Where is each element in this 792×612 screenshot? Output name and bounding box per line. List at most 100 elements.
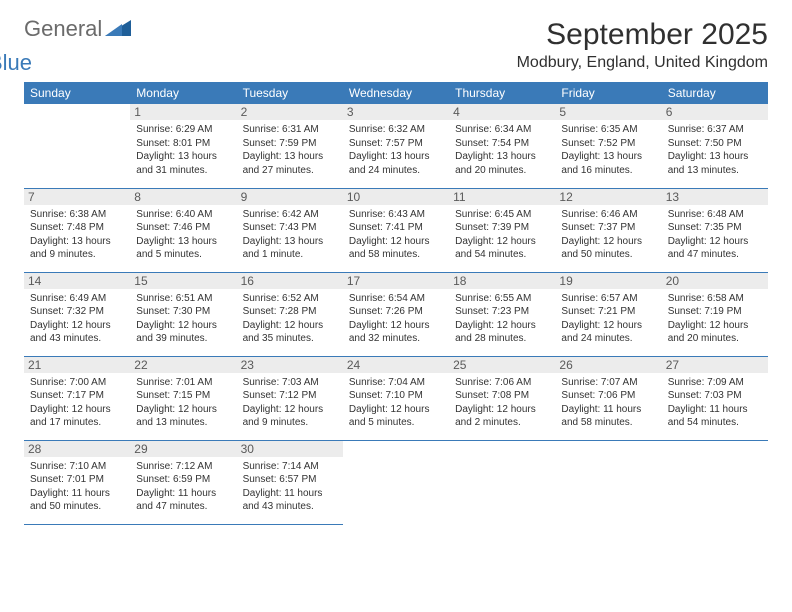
- day-number: 10: [343, 189, 449, 205]
- day-cell: 7 Sunrise: 6:38 AMSunset: 7:48 PMDaylight…: [24, 188, 130, 272]
- day-info: Sunrise: 7:03 AMSunset: 7:12 PMDaylight:…: [243, 376, 337, 430]
- sunrise-line: Sunrise: 7:00 AM: [30, 376, 124, 390]
- daylight-line: Daylight: 13 hours and 31 minutes.: [136, 150, 230, 177]
- sunrise-line: Sunrise: 6:35 AM: [561, 123, 655, 137]
- day-number: 19: [555, 273, 661, 289]
- day-info: Sunrise: 7:07 AMSunset: 7:06 PMDaylight:…: [561, 376, 655, 430]
- weekday-header: Monday: [130, 82, 236, 104]
- day-info: Sunrise: 6:32 AMSunset: 7:57 PMDaylight:…: [349, 123, 443, 177]
- day-cell: 11Sunrise: 6:45 AMSunset: 7:39 PMDayligh…: [449, 188, 555, 272]
- empty-cell: [449, 440, 555, 524]
- daylight-line: Daylight: 13 hours and 27 minutes.: [243, 150, 337, 177]
- day-cell: 6Sunrise: 6:37 AMSunset: 7:50 PMDaylight…: [662, 104, 768, 188]
- day-cell: 28Sunrise: 7:10 AMSunset: 7:01 PMDayligh…: [24, 440, 130, 524]
- sunset-line: Sunset: 7:03 PM: [668, 389, 762, 403]
- daylight-line: Daylight: 13 hours and 16 minutes.: [561, 150, 655, 177]
- day-number: 7: [24, 189, 130, 205]
- day-cell: 25Sunrise: 7:06 AMSunset: 7:08 PMDayligh…: [449, 356, 555, 440]
- title-block: September 2025 Modbury, England, United …: [517, 18, 768, 72]
- day-info: Sunrise: 7:00 AMSunset: 7:17 PMDaylight:…: [30, 376, 124, 430]
- day-number: 17: [343, 273, 449, 289]
- day-number: 13: [662, 189, 768, 205]
- day-info: Sunrise: 6:34 AMSunset: 7:54 PMDaylight:…: [455, 123, 549, 177]
- daylight-line: Daylight: 12 hours and 9 minutes.: [243, 403, 337, 430]
- daylight-line: Daylight: 12 hours and 32 minutes.: [349, 319, 443, 346]
- daylight-line: Daylight: 12 hours and 43 minutes.: [30, 319, 124, 346]
- sunset-line: Sunset: 7:10 PM: [349, 389, 443, 403]
- sunrise-line: Sunrise: 6:54 AM: [349, 292, 443, 306]
- day-cell: 21Sunrise: 7:00 AMSunset: 7:17 PMDayligh…: [24, 356, 130, 440]
- day-info: Sunrise: 7:01 AMSunset: 7:15 PMDaylight:…: [136, 376, 230, 430]
- day-cell: 29 Sunrise: 7:12 AMSunset: 6:59 PMDayligh…: [130, 440, 236, 524]
- day-number: 14: [24, 273, 130, 289]
- sunset-line: Sunset: 7:17 PM: [30, 389, 124, 403]
- day-info: Sunrise: 6:43 AMSunset: 7:41 PMDaylight:…: [349, 208, 443, 262]
- sunrise-line: Sunrise: 6:45 AM: [455, 208, 549, 222]
- day-number: 1: [130, 104, 236, 120]
- day-number: 9: [237, 189, 343, 205]
- sunset-line: Sunset: 6:59 PM: [136, 473, 230, 487]
- sunrise-line: Sunrise: 7:10 AM: [30, 460, 124, 474]
- sunrise-line: Sunrise: 6:29 AM: [136, 123, 230, 137]
- daylight-line: Daylight: 12 hours and 54 minutes.: [455, 235, 549, 262]
- day-info: Sunrise: 6:45 AMSunset: 7:39 PMDaylight:…: [455, 208, 549, 262]
- sunrise-line: Sunrise: 6:57 AM: [561, 292, 655, 306]
- day-number: 30: [237, 441, 343, 457]
- sunrise-line: Sunrise: 7:06 AM: [455, 376, 549, 390]
- sunrise-line: Sunrise: 6:38 AM: [30, 208, 124, 222]
- sunset-line: Sunset: 7:48 PM: [30, 221, 124, 235]
- day-number: 18: [449, 273, 555, 289]
- day-info: Sunrise: 7:04 AMSunset: 7:10 PMDaylight:…: [349, 376, 443, 430]
- day-cell: 24 Sunrise: 7:04 AMSunset: 7:10 PMDayligh…: [343, 356, 449, 440]
- sunrise-line: Sunrise: 7:09 AM: [668, 376, 762, 390]
- day-info: Sunrise: 6:54 AMSunset: 7:26 PMDaylight:…: [349, 292, 443, 346]
- day-cell: 9Sunrise: 6:42 AMSunset: 7:43 PMDaylight…: [237, 188, 343, 272]
- day-info: Sunrise: 7:12 AMSunset: 6:59 PMDaylight:…: [136, 460, 230, 514]
- day-number: 23: [237, 357, 343, 373]
- sunrise-line: Sunrise: 7:04 AM: [349, 376, 443, 390]
- day-info: Sunrise: 6:48 AMSunset: 7:35 PMDaylight:…: [668, 208, 762, 262]
- sunset-line: Sunset: 7:12 PM: [243, 389, 337, 403]
- sunrise-line: Sunrise: 7:01 AM: [136, 376, 230, 390]
- daylight-line: Daylight: 12 hours and 35 minutes.: [243, 319, 337, 346]
- day-cell: 16Sunrise: 6:52 AMSunset: 7:28 PMDayligh…: [237, 272, 343, 356]
- location-text: Modbury, England, United Kingdom: [517, 54, 768, 72]
- day-info: Sunrise: 6:51 AMSunset: 7:30 PMDaylight:…: [136, 292, 230, 346]
- day-number: 24: [343, 357, 449, 373]
- daylight-line: Daylight: 13 hours and 1 minute.: [243, 235, 337, 262]
- brand-triangle-icon: [105, 18, 131, 39]
- weekday-header: Wednesday: [343, 82, 449, 104]
- day-cell: 20Sunrise: 6:58 AMSunset: 7:19 PMDayligh…: [662, 272, 768, 356]
- day-cell: 3Sunrise: 6:32 AMSunset: 7:57 PMDaylight…: [343, 104, 449, 188]
- sunset-line: Sunset: 7:23 PM: [455, 305, 549, 319]
- daylight-line: Daylight: 13 hours and 9 minutes.: [30, 235, 124, 262]
- daylight-line: Daylight: 11 hours and 58 minutes.: [561, 403, 655, 430]
- day-cell: 5Sunrise: 6:35 AMSunset: 7:52 PMDaylight…: [555, 104, 661, 188]
- sunset-line: Sunset: 7:06 PM: [561, 389, 655, 403]
- day-cell: 15Sunrise: 6:51 AMSunset: 7:30 PMDayligh…: [130, 272, 236, 356]
- day-cell: 27Sunrise: 7:09 AMSunset: 7:03 PMDayligh…: [662, 356, 768, 440]
- day-number: 29: [130, 441, 236, 457]
- sunset-line: Sunset: 7:54 PM: [455, 137, 549, 151]
- calendar-table: SundayMondayTuesdayWednesdayThursdayFrid…: [24, 82, 768, 525]
- sunset-line: Sunset: 7:26 PM: [349, 305, 443, 319]
- daylight-line: Daylight: 12 hours and 47 minutes.: [668, 235, 762, 262]
- day-number: 16: [237, 273, 343, 289]
- sunset-line: Sunset: 7:46 PM: [136, 221, 230, 235]
- daylight-line: Daylight: 12 hours and 17 minutes.: [30, 403, 124, 430]
- sunrise-line: Sunrise: 6:32 AM: [349, 123, 443, 137]
- day-number: 20: [662, 273, 768, 289]
- sunset-line: Sunset: 7:57 PM: [349, 137, 443, 151]
- empty-cell: [343, 440, 449, 524]
- day-number: 5: [555, 104, 661, 120]
- sunset-line: Sunset: 7:19 PM: [668, 305, 762, 319]
- sunrise-line: Sunrise: 7:07 AM: [561, 376, 655, 390]
- day-cell: 1Sunrise: 6:29 AMSunset: 8:01 PMDaylight…: [130, 104, 236, 188]
- sunrise-line: Sunrise: 6:40 AM: [136, 208, 230, 222]
- sunrise-line: Sunrise: 6:43 AM: [349, 208, 443, 222]
- daylight-line: Daylight: 12 hours and 20 minutes.: [668, 319, 762, 346]
- day-info: Sunrise: 6:57 AMSunset: 7:21 PMDaylight:…: [561, 292, 655, 346]
- month-title: September 2025: [517, 18, 768, 52]
- day-number: 4: [449, 104, 555, 120]
- daylight-line: Daylight: 12 hours and 39 minutes.: [136, 319, 230, 346]
